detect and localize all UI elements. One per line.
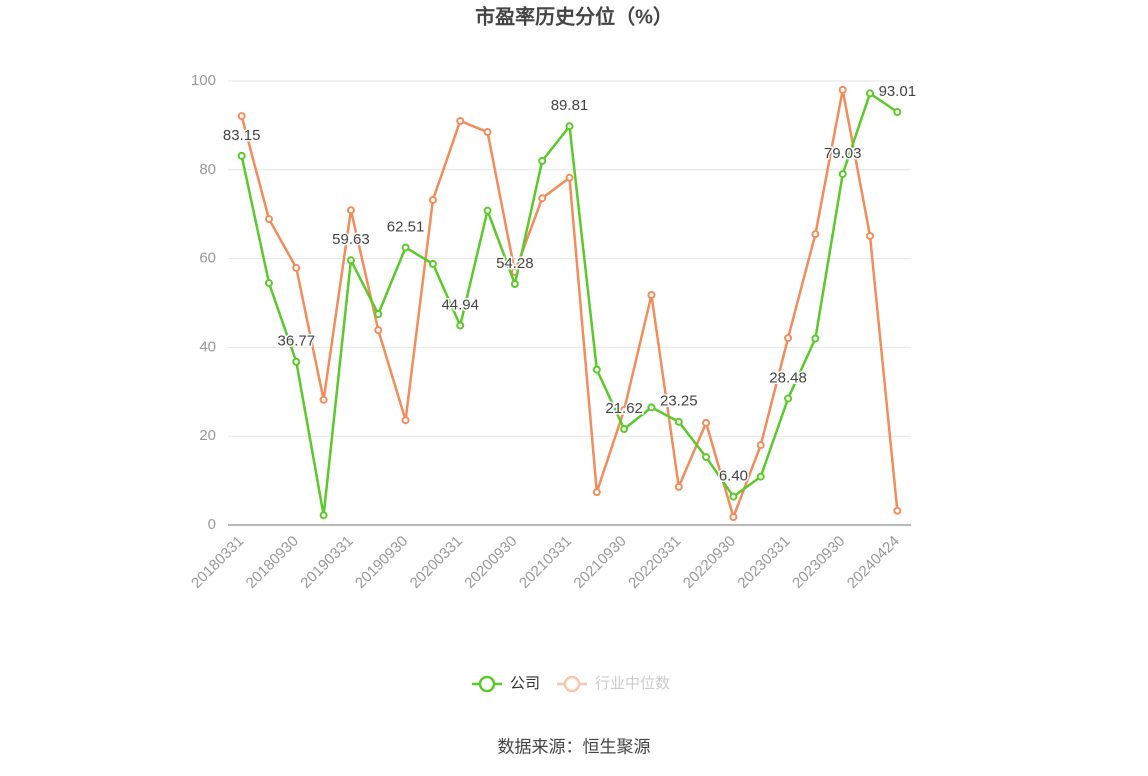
x-tick-label: 20210930 — [571, 533, 630, 592]
data-point — [811, 334, 820, 343]
data-label: 6.40 — [719, 468, 748, 485]
data-point — [838, 85, 847, 94]
x-tick-label: 20190331 — [297, 533, 356, 592]
data-point — [264, 279, 273, 288]
data-point — [674, 482, 683, 491]
data-point — [729, 492, 738, 501]
x-tick-label: 20230331 — [734, 533, 793, 592]
x-tick-label: 20190930 — [352, 533, 411, 592]
y-tick-label: 0 — [208, 516, 216, 533]
x-tick-label: 20220930 — [680, 533, 739, 592]
data-point — [538, 156, 547, 165]
data-point — [264, 215, 273, 224]
data-point — [483, 128, 492, 137]
data-label: 89.81 — [551, 97, 589, 114]
legend-marker — [563, 675, 581, 693]
data-point — [237, 112, 246, 121]
data-label: 36.77 — [278, 333, 316, 350]
data-point — [483, 206, 492, 215]
data-point — [538, 194, 547, 203]
data-point — [674, 417, 683, 426]
data-point — [346, 206, 355, 215]
y-tick-label: 20 — [199, 427, 216, 444]
series-line — [240, 89, 899, 521]
legend-marker — [478, 675, 496, 693]
data-point — [620, 425, 629, 434]
legend-item[interactable]: 行业中位数 — [557, 675, 670, 693]
legend-label: 行业中位数 — [595, 675, 670, 692]
data-point — [237, 151, 246, 160]
data-point — [838, 170, 847, 179]
x-tick-label: 20200331 — [407, 533, 466, 592]
data-point — [292, 357, 301, 366]
data-point — [811, 230, 820, 239]
data-point — [647, 403, 656, 412]
x-tick-label: 20180331 — [188, 533, 247, 592]
x-tick-label: 20180930 — [243, 533, 302, 592]
data-point — [647, 291, 656, 300]
y-tick-label: 60 — [199, 250, 216, 267]
data-point — [510, 279, 519, 288]
data-point — [729, 513, 738, 522]
data-point — [401, 416, 410, 425]
data-point — [374, 310, 383, 319]
data-label: 59.63 — [332, 231, 370, 248]
x-tick-label: 20200930 — [461, 533, 520, 592]
data-point — [893, 108, 902, 117]
data-point — [401, 243, 410, 252]
data-point — [319, 395, 328, 404]
x-tick-label: 20210331 — [516, 533, 575, 592]
data-point — [456, 116, 465, 125]
data-label: 28.48 — [769, 370, 807, 387]
data-label: 62.51 — [387, 218, 425, 235]
data-point — [620, 406, 629, 415]
chart-title: 市盈率历史分位（%） — [475, 4, 673, 28]
data-point — [592, 365, 601, 374]
data-point — [428, 195, 437, 204]
data-label: 93.01 — [879, 83, 917, 100]
data-point — [346, 256, 355, 265]
data-point — [866, 231, 875, 240]
data-label: 79.03 — [824, 145, 862, 162]
x-tick-label: 20240424 — [844, 533, 903, 592]
y-tick-label: 80 — [199, 161, 216, 178]
data-point — [592, 488, 601, 497]
legend-label: 公司 — [510, 675, 540, 692]
data-point — [374, 326, 383, 335]
data-point — [756, 472, 765, 481]
y-tick-label: 100 — [191, 72, 216, 89]
data-point — [866, 89, 875, 98]
data-label: 44.94 — [441, 296, 479, 313]
series-line — [240, 91, 899, 516]
data-point — [702, 418, 711, 427]
data-point — [319, 511, 328, 520]
legend-item[interactable]: 公司 — [472, 675, 540, 693]
data-point — [428, 259, 437, 268]
data-label: 23.25 — [660, 393, 698, 410]
data-label: 83.15 — [223, 127, 261, 144]
data-point — [292, 263, 301, 272]
data-point — [565, 122, 574, 131]
source-note: 数据来源：恒生聚源 — [498, 737, 651, 756]
data-point — [784, 394, 793, 403]
data-point — [702, 453, 711, 462]
data-label: 21.62 — [605, 400, 643, 417]
data-point — [456, 321, 465, 330]
y-tick-label: 40 — [199, 338, 216, 355]
data-point — [756, 441, 765, 450]
x-tick-label: 20220331 — [625, 533, 684, 592]
data-point — [893, 506, 902, 515]
data-point — [784, 334, 793, 343]
data-label: 54.28 — [496, 255, 534, 272]
data-point — [565, 173, 574, 182]
x-tick-label: 20230930 — [789, 533, 848, 592]
